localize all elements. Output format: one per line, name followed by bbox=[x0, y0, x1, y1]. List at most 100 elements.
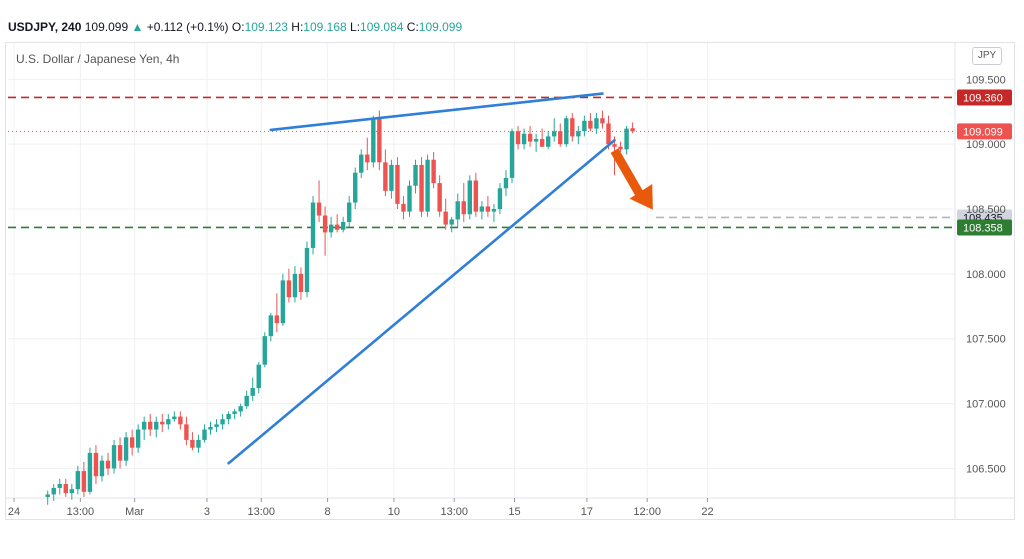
candle-body[interactable] bbox=[178, 416, 183, 425]
candle-body[interactable] bbox=[75, 471, 81, 490]
candle-body[interactable] bbox=[413, 164, 418, 186]
candle-body[interactable] bbox=[443, 211, 448, 225]
candle-body[interactable] bbox=[286, 280, 292, 298]
candle-body[interactable] bbox=[250, 388, 255, 396]
candle-body[interactable] bbox=[606, 123, 611, 145]
candle-body[interactable] bbox=[455, 201, 460, 220]
candle-body[interactable] bbox=[268, 315, 274, 337]
candle-body[interactable] bbox=[45, 494, 50, 497]
candle-body[interactable] bbox=[431, 159, 436, 184]
candle-body[interactable] bbox=[558, 131, 563, 145]
upper-trendline[interactable] bbox=[269, 92, 604, 132]
candle-body[interactable] bbox=[232, 411, 237, 414]
candle-body[interactable] bbox=[292, 273, 298, 298]
candle-body[interactable] bbox=[141, 421, 147, 430]
candle-body[interactable] bbox=[51, 487, 56, 495]
candle-body[interactable] bbox=[461, 201, 466, 215]
candle-body[interactable] bbox=[93, 452, 99, 477]
candle-body[interactable] bbox=[570, 118, 575, 137]
candle-body[interactable] bbox=[172, 416, 177, 420]
candle-body[interactable] bbox=[274, 315, 280, 324]
candle-body[interactable] bbox=[582, 120, 587, 132]
candle-body[interactable] bbox=[214, 424, 219, 427]
candle-body[interactable] bbox=[135, 429, 141, 448]
candle-body[interactable] bbox=[353, 172, 358, 203]
candle-body[interactable] bbox=[503, 177, 509, 189]
candle-body[interactable] bbox=[262, 336, 267, 365]
currency-button[interactable]: JPY bbox=[972, 47, 1002, 65]
candle-body[interactable] bbox=[129, 437, 135, 448]
candle-body[interactable] bbox=[515, 131, 521, 145]
candle-body[interactable] bbox=[552, 131, 557, 137]
candle-body[interactable] bbox=[539, 138, 545, 147]
candle-body[interactable] bbox=[485, 206, 491, 212]
candle-body[interactable] bbox=[160, 421, 165, 425]
candle-body[interactable] bbox=[449, 219, 454, 225]
candle-body[interactable] bbox=[467, 180, 472, 215]
candle-body[interactable] bbox=[600, 118, 605, 124]
candle-body[interactable] bbox=[509, 131, 515, 178]
candle-body[interactable] bbox=[316, 202, 322, 216]
candle-body[interactable] bbox=[99, 460, 105, 477]
candle-body[interactable] bbox=[527, 133, 533, 142]
candle-body[interactable] bbox=[304, 247, 310, 293]
candle-body[interactable] bbox=[473, 180, 479, 212]
candle-body[interactable] bbox=[425, 159, 430, 212]
candle-body[interactable] bbox=[347, 202, 352, 223]
candle-body[interactable] bbox=[310, 202, 316, 248]
interval-label[interactable]: 240 bbox=[61, 20, 82, 34]
candle-body[interactable] bbox=[111, 445, 117, 469]
candle-body[interactable] bbox=[612, 144, 617, 147]
candle-body[interactable] bbox=[401, 203, 406, 212]
candle-body[interactable] bbox=[244, 395, 249, 407]
candle-body[interactable] bbox=[57, 484, 62, 488]
candle-body[interactable] bbox=[497, 188, 503, 210]
candle-body[interactable] bbox=[437, 183, 442, 212]
candle-body[interactable] bbox=[148, 421, 153, 430]
candle-body[interactable] bbox=[69, 489, 75, 494]
candle-body[interactable] bbox=[280, 280, 286, 324]
candle-body[interactable] bbox=[576, 131, 581, 137]
lower-trendline[interactable] bbox=[227, 138, 616, 465]
candle-body[interactable] bbox=[184, 424, 189, 440]
candle-body[interactable] bbox=[202, 429, 207, 440]
candle-body[interactable] bbox=[479, 206, 485, 212]
candle-body[interactable] bbox=[123, 437, 129, 461]
candle-body[interactable] bbox=[389, 164, 394, 191]
candle-body[interactable] bbox=[166, 419, 171, 425]
candle-body[interactable] bbox=[154, 421, 159, 430]
candle-body[interactable] bbox=[377, 118, 382, 163]
candle-body[interactable] bbox=[190, 439, 195, 448]
candle-body[interactable] bbox=[87, 452, 93, 492]
candle-body[interactable] bbox=[256, 364, 261, 389]
candle-body[interactable] bbox=[588, 120, 593, 129]
candle-body[interactable] bbox=[105, 460, 111, 469]
candle-body[interactable] bbox=[594, 118, 599, 129]
candle-body[interactable] bbox=[208, 426, 213, 430]
candle-body[interactable] bbox=[63, 484, 68, 494]
candle-body[interactable] bbox=[395, 164, 400, 204]
candle-body[interactable] bbox=[630, 128, 635, 132]
candle-body[interactable] bbox=[383, 162, 388, 191]
candle-body[interactable] bbox=[564, 118, 569, 145]
candle-body[interactable] bbox=[624, 128, 629, 150]
candle-body[interactable] bbox=[298, 273, 304, 293]
candle-body[interactable] bbox=[328, 224, 334, 233]
candle-body[interactable] bbox=[359, 154, 364, 173]
candle-body[interactable] bbox=[521, 133, 527, 145]
candle-body[interactable] bbox=[322, 215, 328, 233]
candle-body[interactable] bbox=[491, 209, 497, 212]
candle-body[interactable] bbox=[365, 154, 370, 163]
candle-body[interactable] bbox=[340, 222, 346, 230]
candle-body[interactable] bbox=[618, 146, 623, 150]
candle-body[interactable] bbox=[545, 136, 551, 147]
candle-body[interactable] bbox=[220, 419, 225, 425]
symbol-label[interactable]: USDJPY bbox=[8, 20, 55, 34]
candle-body[interactable] bbox=[334, 224, 340, 230]
candle-body[interactable] bbox=[81, 471, 87, 492]
candle-body[interactable] bbox=[238, 406, 243, 412]
candle-body[interactable] bbox=[371, 118, 376, 163]
candle-body[interactable] bbox=[117, 445, 123, 461]
candle-body[interactable] bbox=[533, 138, 539, 142]
